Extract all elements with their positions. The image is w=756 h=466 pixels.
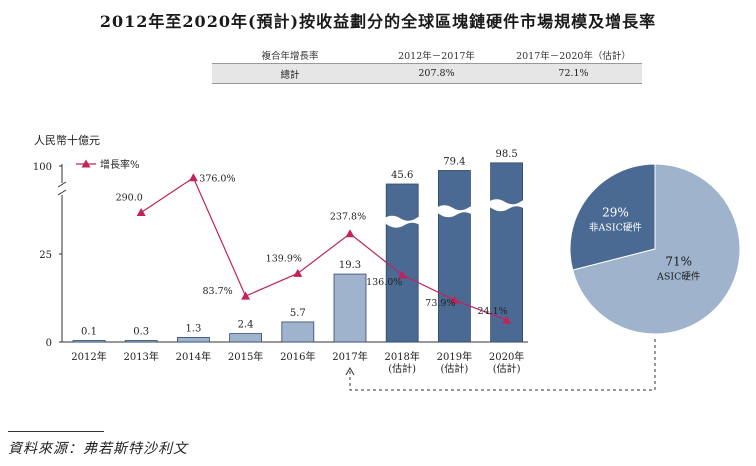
pie-slice — [569, 163, 656, 271]
cagr-table-row-total: 總計 207.8% 72.1% — [212, 63, 642, 84]
cagr-table: 複合年增長率 2012年－2017年 2017年－2020年（估計） 總計 20… — [212, 46, 642, 84]
x-tick-label: 2013年 — [123, 350, 158, 363]
bar — [385, 183, 419, 343]
x-tick-label: 2020年 — [489, 350, 524, 363]
growth-rate-line — [140, 176, 507, 321]
x-tick-label: 2014年 — [176, 350, 211, 363]
cagr-table-header-row: 複合年增長率 2012年－2017年 2017年－2020年（估計） — [212, 46, 642, 64]
growth-rate-label: 376.0% — [199, 174, 235, 185]
growth-rate-label: 290.0 — [116, 193, 143, 204]
cagr-header-2012-2017: 2012年－2017年 — [368, 46, 505, 64]
y-tick-label: 0 — [46, 338, 52, 349]
bar — [72, 340, 106, 343]
growth-rate-point — [293, 268, 303, 277]
bar-value-label: 1.3 — [185, 323, 201, 334]
bar-group: 0.1 2012年 0.3 2013年 1.3 2014年 2.4 2015年 5.7 2016年… — [71, 149, 527, 375]
y-tick-label: 100 — [33, 162, 52, 173]
growth-rate-point — [136, 208, 146, 217]
bar-break-mark — [434, 205, 475, 218]
bar — [437, 170, 471, 343]
growth-rate-label: 24.1% — [478, 306, 508, 317]
x-tick-label: (估計) — [388, 362, 416, 375]
growth-rate-point — [188, 173, 198, 182]
x-tick-label: 2015年 — [228, 350, 263, 363]
x-tick-label: 2017年 — [332, 350, 367, 363]
chart-title: 2012年至2020年(預計)按收益劃分的全球區塊鏈硬件市場規模及增長率 — [99, 12, 657, 31]
pie-slice-label: ASIC硬件 — [656, 270, 701, 282]
legend-marker — [81, 159, 91, 168]
growth-rate-point — [449, 295, 459, 304]
bar-value-label: 0.1 — [81, 327, 97, 338]
bar-value-label: 98.5 — [495, 149, 517, 160]
x-tick-label: 2012年 — [71, 350, 106, 363]
source-note: 資料來源：弗若斯特沙利文 — [8, 441, 188, 457]
bar-value-label: 19.3 — [339, 260, 361, 271]
pie-group: 29% 非ASIC硬件 71% ASIC硬件 — [569, 163, 741, 335]
y-axis-break-mark — [57, 189, 67, 196]
y-axis-title: 人民幣十億元 — [34, 133, 100, 147]
legend-label: 增長率% — [100, 158, 140, 171]
growth-rate-label: 139.9% — [266, 253, 302, 264]
x-tick-label: 2018年 — [384, 350, 419, 363]
pie-slice-percent: 29% — [602, 205, 629, 219]
pie-slice — [572, 163, 741, 335]
x-tick-label: 2019年 — [437, 350, 472, 363]
bar-value-label: 79.4 — [443, 156, 465, 167]
bar-value-label: 45.6 — [391, 170, 413, 181]
connector-arrowhead — [345, 366, 355, 376]
growth-rate-point — [502, 315, 512, 324]
bar-break-mark — [486, 199, 527, 212]
x-tick-label: (估計) — [493, 362, 521, 375]
growth-rate-label: 83.7% — [203, 286, 233, 297]
pie-slice-percent: 71% — [665, 254, 692, 268]
growth-rate-point — [241, 291, 251, 300]
cagr-value-2012-2017: 207.8% — [368, 63, 505, 84]
bar — [333, 273, 367, 343]
growth-line-group: 290.0 376.0% 83.7% 139.9% 237.8% 136.0% 73.9% 2… — [76, 158, 512, 324]
bar — [490, 162, 524, 343]
growth-rate-label: 73.9% — [425, 298, 455, 309]
cagr-row-label: 總計 — [212, 63, 368, 84]
bar — [281, 321, 315, 343]
growth-rate-point — [345, 229, 355, 238]
connector-line — [349, 336, 656, 391]
y-tick-label: 25 — [39, 250, 52, 261]
bar-value-label: 2.4 — [238, 320, 254, 331]
bar-value-label: 0.3 — [133, 327, 149, 338]
cagr-header-label: 複合年增長率 — [212, 46, 368, 64]
bar — [176, 337, 210, 343]
bar-break-mark — [382, 215, 423, 228]
bar-value-label: 5.7 — [290, 308, 306, 319]
growth-rate-label: 237.8% — [330, 212, 366, 223]
growth-rate-point — [397, 270, 407, 279]
cagr-header-2017-2020: 2017年－2020年（估計） — [505, 46, 642, 64]
x-tick-label: (估計) — [440, 362, 468, 375]
cagr-value-2017-2020: 72.1% — [505, 63, 642, 84]
x-tick-label: 2016年 — [280, 350, 315, 363]
y-axis-break-mark — [57, 181, 67, 188]
bar — [229, 333, 263, 343]
growth-rate-label: 136.0% — [366, 277, 402, 288]
pie-slice-label: 非ASIC硬件 — [589, 221, 642, 233]
source-rule — [8, 431, 104, 432]
connector-group — [345, 336, 656, 391]
bar — [124, 340, 158, 343]
